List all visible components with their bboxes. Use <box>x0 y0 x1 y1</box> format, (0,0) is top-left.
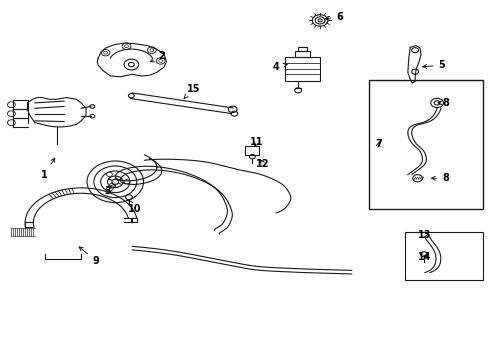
Text: 2: 2 <box>150 51 164 62</box>
Bar <box>297 47 307 50</box>
Bar <box>368 80 483 209</box>
Text: 1: 1 <box>41 158 55 180</box>
Text: 15: 15 <box>183 84 200 99</box>
Text: 13: 13 <box>417 230 431 239</box>
Bar <box>131 219 137 222</box>
Text: 6: 6 <box>325 12 342 22</box>
Bar <box>405 232 483 280</box>
Text: 8: 8 <box>437 98 448 108</box>
Bar <box>285 57 320 81</box>
Text: 8: 8 <box>431 173 448 183</box>
Text: 12: 12 <box>256 159 269 169</box>
Bar <box>294 50 310 57</box>
Text: 7: 7 <box>374 139 381 149</box>
Text: 3: 3 <box>104 184 114 197</box>
Text: 5: 5 <box>422 60 445 70</box>
Text: 4: 4 <box>272 62 286 72</box>
Text: 9: 9 <box>79 247 99 266</box>
Text: 11: 11 <box>249 138 263 147</box>
Text: 14: 14 <box>417 252 431 262</box>
Text: 10: 10 <box>128 201 141 214</box>
Bar <box>245 146 259 155</box>
